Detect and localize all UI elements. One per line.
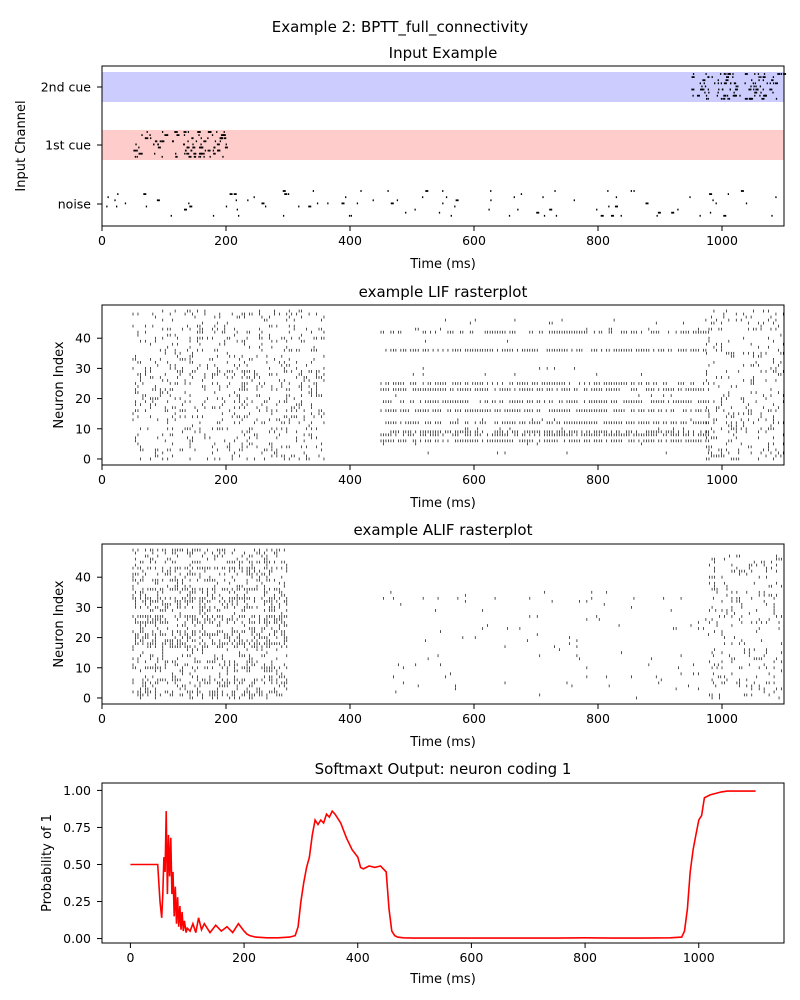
figure-suptitle: Example 2: BPTT_full_connectivity [272, 18, 529, 37]
alif-spikes [132, 548, 785, 700]
panel-2-title: example LIF rasterplot [359, 283, 528, 301]
panel-3-title: example ALIF rasterplot [354, 521, 533, 539]
panel-4-frame [101, 782, 785, 944]
panel-1-title: Input Example [389, 44, 498, 62]
x-tick-label: 600 [459, 950, 483, 965]
panel-2-ylabel: Neuron Index [52, 341, 67, 428]
x-tick-label: 200 [232, 950, 256, 965]
y-tick-label: 30 [75, 600, 91, 615]
panel-2-xticks: 0 200 400 600 800 1000 [98, 465, 738, 487]
panel-alif-raster: example ALIF rasterplot 0 200 400 600 800 100… [52, 521, 785, 750]
y-tick-label: 0 [83, 690, 91, 705]
x-tick-label: 400 [346, 950, 370, 965]
panel-4-xlabel: Time (ms) [409, 972, 476, 987]
y-tick-label: 20 [75, 630, 91, 645]
y-tick-label: 40 [75, 570, 91, 585]
y-tick-label: 1.00 [63, 783, 91, 798]
y-tick-label: 30 [75, 361, 91, 376]
y-tick-label: 0.50 [63, 857, 91, 872]
panel-4-ylabel: Probability of 1 [40, 814, 55, 912]
x-tick-label: 0 [98, 233, 106, 248]
y-tick-label: 0 [83, 451, 91, 466]
x-tick-label: 400 [338, 233, 362, 248]
x-tick-label: 400 [338, 472, 362, 487]
panel-3-ylabel: Neuron Index [52, 580, 67, 667]
panel-3-yticks: 0 10 20 30 40 [75, 570, 102, 705]
panel-4-title: Softmaxt Output: neuron coding 1 [315, 760, 572, 778]
cue-band-second [102, 72, 784, 102]
panel-3-xlabel: Time (ms) [409, 735, 476, 750]
x-tick-label: 800 [586, 233, 610, 248]
y-tick-label: 0.00 [63, 931, 91, 946]
y-tick-label: 10 [75, 660, 91, 675]
x-tick-label: 1000 [683, 950, 715, 965]
y-tick-label: 40 [75, 331, 91, 346]
panel-1-ylabel: Input Channel [14, 100, 29, 191]
x-tick-label: 800 [586, 711, 610, 726]
y-tick-label: 1st cue [45, 138, 91, 153]
cue-bands [102, 72, 784, 160]
y-tick-label: 20 [75, 391, 91, 406]
panel-softmax-output: Softmaxt Output: neuron coding 1 0 200 400… [40, 760, 785, 987]
panel-4-xticks: 0 200 400 600 800 1000 [126, 943, 715, 965]
panel-1-frame [101, 65, 785, 227]
x-tick-label: 400 [338, 711, 362, 726]
input-spikes [106, 73, 787, 217]
y-tick-label: 0.25 [63, 894, 91, 909]
panel-2-frame [101, 304, 785, 466]
x-tick-label: 800 [586, 472, 610, 487]
panel-3-frame [101, 543, 785, 705]
x-tick-label: 200 [214, 233, 238, 248]
x-tick-label: 0 [98, 711, 106, 726]
panel-2-xlabel: Time (ms) [409, 496, 476, 511]
y-tick-label: 2nd cue [41, 80, 92, 95]
panel-1-xlabel: Time (ms) [409, 257, 476, 272]
lif-spikes [132, 309, 784, 461]
x-tick-label: 200 [214, 472, 238, 487]
x-tick-label: 600 [462, 233, 486, 248]
panel-1-xticks: 0 200 400 600 800 1000 [98, 226, 738, 248]
y-tick-label: noise [58, 197, 92, 212]
y-tick-label: 10 [75, 421, 91, 436]
panel-input-example: Input Example 0 200 400 600 800 1000 noise 1st… [14, 44, 787, 272]
x-tick-label: 1000 [706, 711, 738, 726]
x-tick-label: 200 [214, 711, 238, 726]
x-tick-label: 0 [126, 950, 134, 965]
panel-2-yticks: 0 10 20 30 40 [75, 331, 102, 466]
x-tick-label: 600 [462, 472, 486, 487]
y-tick-label: 0.75 [63, 820, 91, 835]
x-tick-label: 1000 [706, 233, 738, 248]
x-tick-label: 0 [98, 472, 106, 487]
x-tick-label: 600 [462, 711, 486, 726]
panel-1-yticks: noise 1st cue 2nd cue [41, 80, 102, 212]
softmax-probability-line [130, 790, 756, 939]
panel-lif-raster: example LIF rasterplot 0 200 400 600 800 1000… [52, 283, 785, 511]
panel-3-xticks: 0 200 400 600 800 1000 [98, 704, 738, 726]
panel-4-yticks: 0.00 0.25 0.50 0.75 1.00 [63, 783, 102, 946]
x-tick-label: 800 [573, 950, 597, 965]
x-tick-label: 1000 [706, 472, 738, 487]
cue-band-first [102, 130, 784, 160]
